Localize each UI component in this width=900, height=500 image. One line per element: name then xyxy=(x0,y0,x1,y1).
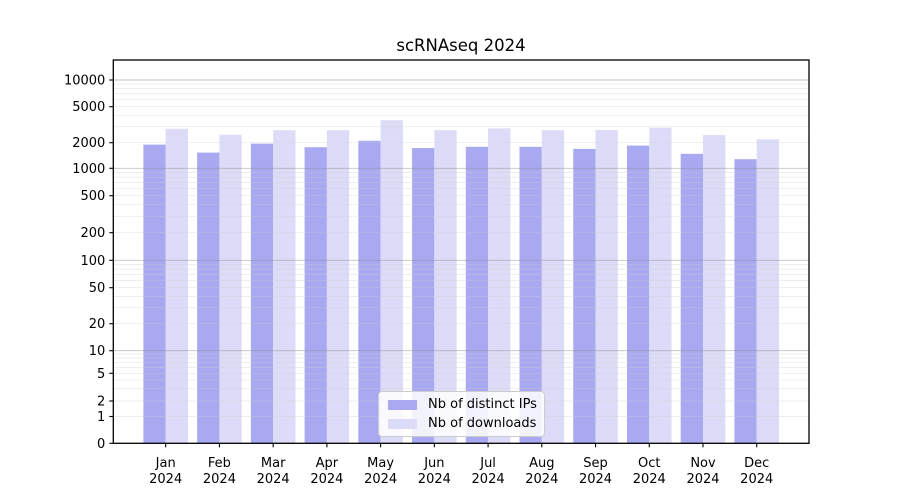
bar-downloads xyxy=(756,139,780,444)
y-axis-tick-label: 10000 xyxy=(64,74,105,89)
legend-item-distinct-ips: Nb of distinct IPs xyxy=(388,396,537,413)
bars-layer xyxy=(143,120,780,444)
bar-distinct-ips xyxy=(465,146,489,444)
y-axis-tick-label: 500 xyxy=(80,189,105,204)
bar-distinct-ips xyxy=(304,147,327,444)
bar-downloads xyxy=(326,130,350,444)
x-axis-tick-label-year: 2024 xyxy=(579,472,612,487)
x-axis-tick-label-month: Jul xyxy=(479,456,496,471)
x-axis-tick-label-month: Apr xyxy=(316,456,339,471)
x-axis-tick-label-month: Jun xyxy=(423,456,444,471)
axis-ticks-layer xyxy=(109,79,758,448)
x-axis-tick-label-year: 2024 xyxy=(203,472,236,487)
x-axis-tick-label-year: 2024 xyxy=(525,472,558,487)
x-axis-tick-label-month: Aug xyxy=(529,456,554,471)
chart-title: scRNAseq 2024 xyxy=(396,36,525,55)
bar-distinct-ips xyxy=(680,153,703,444)
y-axis-tick-label: 5 xyxy=(97,367,105,382)
x-axis-tick-label-year: 2024 xyxy=(257,472,290,487)
y-axis-tick-label: 100 xyxy=(80,254,105,269)
y-axis-tick-label: 2 xyxy=(97,395,105,410)
legend: Nb of distinct IPs Nb of downloads xyxy=(378,391,545,437)
y-axis-tick-label: 50 xyxy=(89,281,106,296)
x-axis-tick-label-month: Dec xyxy=(744,456,769,471)
legend-item-downloads: Nb of downloads xyxy=(388,415,537,432)
legend-label-downloads: Nb of downloads xyxy=(428,415,537,431)
bar-distinct-ips xyxy=(573,148,596,444)
plot-border xyxy=(112,59,810,444)
bar-distinct-ips xyxy=(358,140,381,444)
gridlines-layer xyxy=(113,79,809,417)
legend-label-distinct-ips: Nb of distinct IPs xyxy=(428,396,537,412)
y-axis-tick-label: 1000 xyxy=(72,162,105,177)
bar-downloads xyxy=(488,128,511,444)
y-axis-tick-label: 2000 xyxy=(72,136,105,151)
y-axis-tick-label: 200 xyxy=(80,226,105,241)
y-axis-tick-label: 0 xyxy=(97,437,105,452)
y-axis-tick-label: 20 xyxy=(89,317,106,332)
x-axis-tick-label-year: 2024 xyxy=(364,472,397,487)
axis-labels-layer: 012510205010020050010002000500010000Jan2… xyxy=(64,74,773,488)
bar-distinct-ips xyxy=(197,152,220,444)
y-axis-tick-label: 1 xyxy=(97,410,105,425)
x-axis-tick-label-month: May xyxy=(367,456,394,471)
y-axis-tick-label: 5000 xyxy=(72,100,105,115)
x-axis-tick-label-month: Oct xyxy=(638,456,660,471)
legend-swatch-downloads xyxy=(388,418,417,429)
x-axis-tick-label-year: 2024 xyxy=(740,472,773,487)
x-axis-tick-label-month: Jan xyxy=(155,456,176,471)
bar-downloads xyxy=(380,120,403,444)
x-axis-tick-label-year: 2024 xyxy=(418,472,451,487)
bar-downloads xyxy=(595,129,618,444)
x-axis-tick-label-year: 2024 xyxy=(686,472,719,487)
bar-downloads xyxy=(219,134,242,444)
bar-downloads xyxy=(273,130,296,444)
x-axis-tick-label-month: Mar xyxy=(261,456,286,471)
x-axis-tick-label-month: Sep xyxy=(583,456,608,471)
bar-distinct-ips xyxy=(143,144,166,444)
legend-swatch-distinct-ips xyxy=(388,399,417,410)
bar-distinct-ips xyxy=(519,146,542,444)
x-axis-tick-label-year: 2024 xyxy=(149,472,182,487)
x-axis-tick-label-year: 2024 xyxy=(472,472,505,487)
bar-downloads xyxy=(165,128,188,444)
bar-distinct-ips xyxy=(412,148,435,444)
bar-downloads xyxy=(703,135,726,444)
bar-distinct-ips xyxy=(626,145,650,444)
x-axis-tick-label-month: Feb xyxy=(208,456,231,471)
y-axis-tick-label: 10 xyxy=(89,344,106,359)
x-axis-tick-label-month: Nov xyxy=(690,456,716,471)
bar-distinct-ips xyxy=(734,159,757,444)
x-axis-tick-label-year: 2024 xyxy=(633,472,666,487)
bar-downloads xyxy=(541,130,565,444)
x-axis-tick-label-year: 2024 xyxy=(310,472,343,487)
bar-downloads xyxy=(649,127,672,444)
bar-downloads xyxy=(434,130,457,444)
bar-distinct-ips xyxy=(250,143,274,444)
